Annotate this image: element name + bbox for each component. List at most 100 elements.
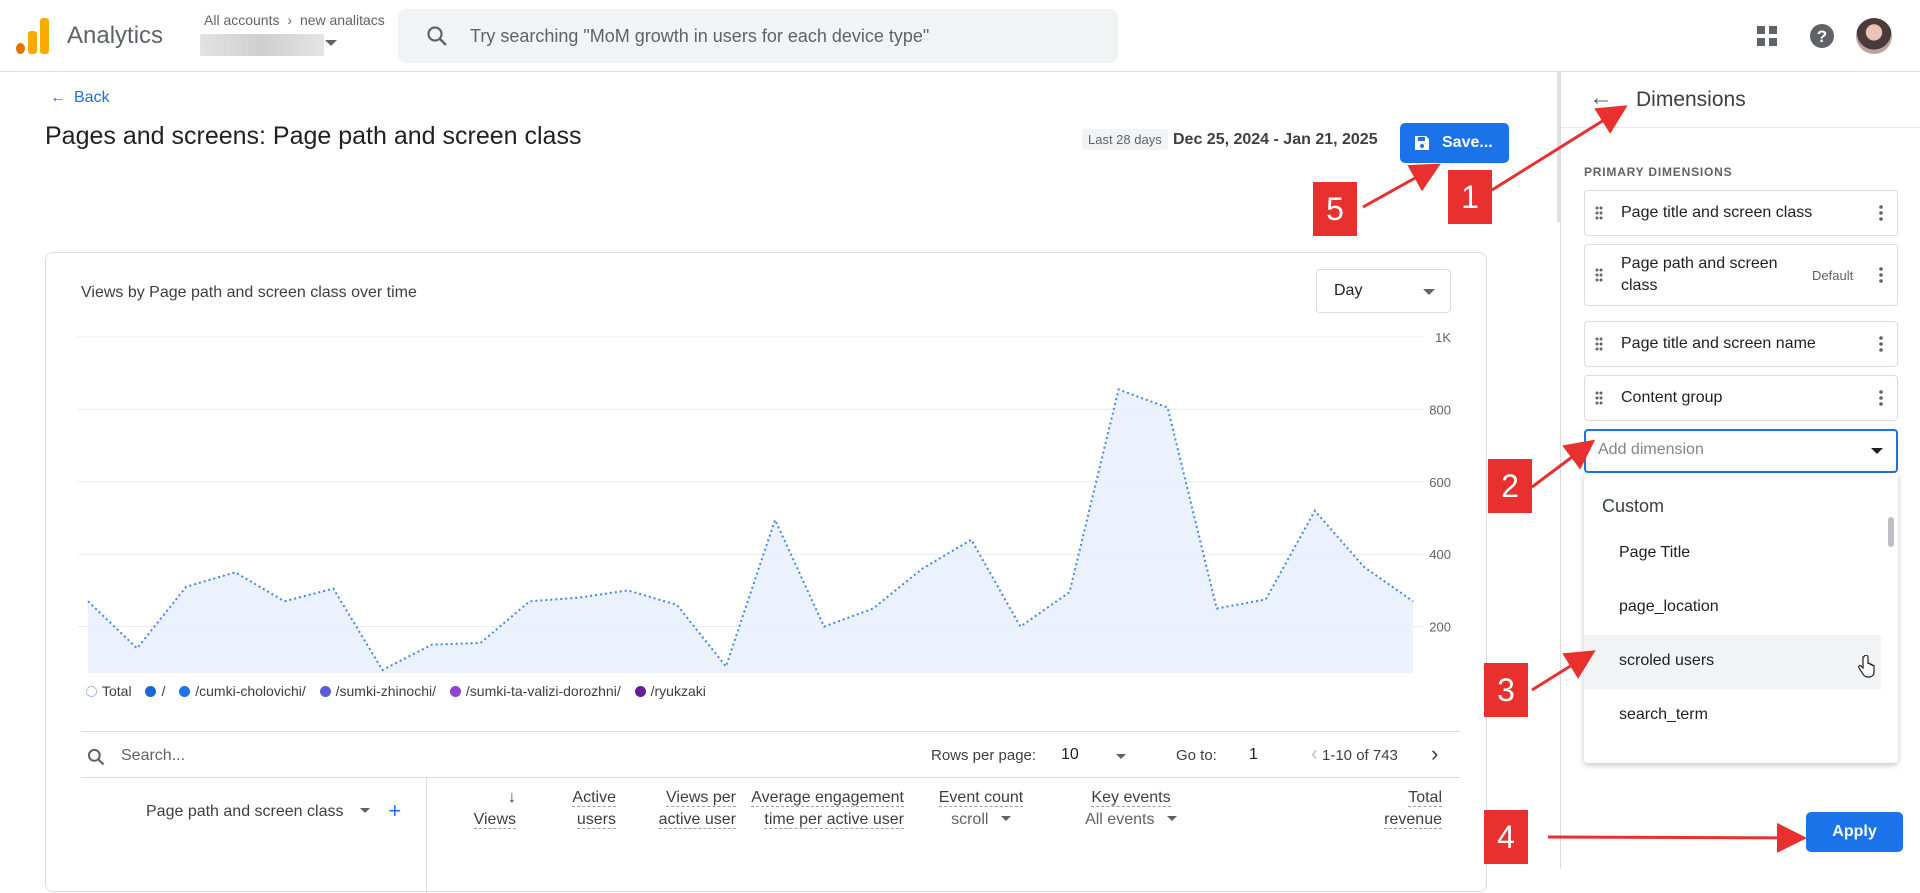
avatar[interactable] bbox=[1856, 18, 1892, 54]
dimension-column-header[interactable]: Page path and screen class + bbox=[146, 798, 401, 824]
table-divider bbox=[81, 731, 1461, 732]
option-label: search_term bbox=[1619, 706, 1708, 723]
date-range[interactable]: Dec 25, 2024 - Jan 21, 2025 bbox=[1173, 131, 1378, 148]
legend-swatch bbox=[179, 686, 191, 697]
granularity-select[interactable]: Day bbox=[1316, 269, 1451, 313]
legend-item-total[interactable]: Total bbox=[86, 683, 132, 699]
dimension-label: Content group bbox=[1621, 389, 1723, 406]
chart-title: Views by Page path and screen class over… bbox=[81, 284, 417, 301]
table-column-divider bbox=[426, 777, 427, 893]
date-preset-chip[interactable]: Last 28 days bbox=[1082, 129, 1168, 150]
column-header-views[interactable]: ↓ Views bbox=[466, 787, 516, 831]
arrow-back-icon[interactable]: ← bbox=[1589, 84, 1613, 111]
dropdown-option[interactable]: scroled users bbox=[1584, 635, 1881, 689]
chevron-down-icon[interactable] bbox=[1000, 816, 1011, 821]
search-input[interactable]: Try searching "MoM growth in users for e… bbox=[470, 26, 930, 46]
apply-button[interactable]: Apply bbox=[1806, 812, 1903, 852]
event-filter-select[interactable]: scroll bbox=[951, 811, 989, 828]
dimension-label: Page title and screen name bbox=[1621, 335, 1816, 352]
legend-item-cumki[interactable]: /cumki-cholovichi/ bbox=[179, 683, 306, 699]
breadcrumb-property[interactable]: new analitacs bbox=[299, 12, 385, 28]
rows-per-page-label: Rows per page: bbox=[931, 747, 1037, 764]
add-dimension-field[interactable] bbox=[1584, 429, 1898, 473]
dimension-header-label[interactable]: Page path and screen class bbox=[146, 803, 344, 820]
dropdown-option[interactable]: Page Title bbox=[1584, 527, 1881, 581]
save-button[interactable]: Save... bbox=[1400, 123, 1509, 163]
column-header-label: active user bbox=[658, 811, 736, 829]
dropdown-option[interactable]: search_term bbox=[1584, 689, 1881, 743]
back-link[interactable]: ← Back bbox=[50, 89, 110, 107]
column-header-total-revenue[interactable]: Total revenue bbox=[1346, 787, 1442, 831]
table-search-input[interactable]: Search... bbox=[121, 747, 186, 764]
dimension-item[interactable]: Page title and screen name bbox=[1584, 321, 1898, 367]
page-title: Pages and screens: Page path and screen … bbox=[45, 122, 582, 150]
pagination-range: 1-10 of 743 bbox=[1322, 747, 1398, 764]
back-label[interactable]: Back bbox=[74, 89, 110, 106]
goto-input[interactable]: 1 bbox=[1249, 746, 1258, 763]
y-tick-label: 1K bbox=[1435, 330, 1451, 345]
legend-item-sumki-ta-valizi[interactable]: /sumki-ta-valizi-dorozhni/ bbox=[449, 683, 621, 699]
dropdown-group-header: Custom bbox=[1602, 496, 1665, 516]
table-divider bbox=[81, 777, 1461, 778]
chevron-down-icon[interactable] bbox=[1116, 754, 1126, 759]
property-selector[interactable] bbox=[200, 34, 324, 56]
rows-per-page-select[interactable]: 10 bbox=[1061, 746, 1079, 763]
dimension-item[interactable]: Content group bbox=[1584, 375, 1898, 421]
top-app-bar: Analytics All accounts › new analitacs T… bbox=[0, 0, 1920, 72]
search-bar[interactable]: Try searching "MoM growth in users for e… bbox=[398, 9, 1118, 63]
chevron-right-icon[interactable]: › bbox=[1431, 741, 1439, 766]
chart-legend: Total / /cumki-cholovichi/ /sumki-zhinoc… bbox=[86, 683, 716, 699]
column-header-event-count[interactable]: Event count scroll bbox=[916, 787, 1046, 831]
drag-handle-icon[interactable] bbox=[1595, 268, 1603, 282]
drag-handle-icon[interactable] bbox=[1595, 337, 1603, 351]
legend-item-root[interactable]: / bbox=[145, 683, 165, 699]
legend-label: /sumki-ta-valizi-dorozhni/ bbox=[465, 683, 621, 699]
dimension-item[interactable]: Page path and screen class Default bbox=[1584, 244, 1898, 306]
column-header-active-users[interactable]: Active users bbox=[546, 787, 616, 831]
column-header-avg-engagement[interactable]: Average engagement time per active user bbox=[726, 787, 904, 831]
more-vert-icon[interactable] bbox=[1879, 336, 1883, 352]
dimension-label: Page title and screen class bbox=[1621, 204, 1813, 221]
section-label: PRIMARY DIMENSIONS bbox=[1584, 165, 1733, 179]
column-header-label: Views per bbox=[666, 789, 736, 807]
legend-label: /cumki-cholovichi/ bbox=[195, 683, 306, 699]
search-icon bbox=[87, 748, 105, 766]
app-title: Analytics bbox=[67, 22, 164, 49]
analytics-logo-icon[interactable] bbox=[16, 18, 50, 54]
step-marker-1: 1 bbox=[1448, 170, 1492, 224]
dropdown-option[interactable]: page_location bbox=[1584, 581, 1881, 635]
add-dimension-input[interactable] bbox=[1598, 441, 1848, 459]
chevron-down-icon[interactable] bbox=[1166, 816, 1177, 821]
more-vert-icon[interactable] bbox=[1879, 390, 1883, 406]
chevron-down-icon[interactable] bbox=[359, 808, 370, 813]
option-label: Page Title bbox=[1619, 544, 1691, 561]
dimension-label: Page path and screen class bbox=[1621, 255, 1778, 294]
account-breadcrumb[interactable]: All accounts › new analitacs bbox=[204, 12, 385, 28]
more-vert-icon[interactable] bbox=[1879, 205, 1883, 221]
report-main: ← Back Pages and screens: Page path and s… bbox=[0, 72, 1560, 893]
legend-swatch bbox=[634, 686, 646, 697]
chevron-down-icon[interactable] bbox=[325, 40, 337, 46]
plus-icon[interactable]: + bbox=[388, 798, 402, 823]
legend-item-sumki-zhinochi[interactable]: /sumki-zhinochi/ bbox=[319, 683, 436, 699]
help-icon[interactable]: ? bbox=[1808, 22, 1836, 50]
dimension-item[interactable]: Page title and screen class bbox=[1584, 190, 1898, 236]
chevron-down-icon[interactable] bbox=[1871, 448, 1883, 454]
series-line-total bbox=[87, 388, 1414, 672]
drag-handle-icon[interactable] bbox=[1595, 391, 1603, 405]
more-vert-icon[interactable] bbox=[1879, 267, 1883, 283]
column-header-views-per-user[interactable]: Views per active user bbox=[626, 787, 736, 831]
y-tick-label: 600 bbox=[1429, 475, 1451, 490]
column-header-label: Event count bbox=[938, 789, 1024, 807]
apps-grid-icon[interactable] bbox=[1755, 24, 1779, 48]
key-events-select[interactable]: All events bbox=[1085, 811, 1155, 828]
dropdown-scrollbar[interactable] bbox=[1888, 517, 1894, 547]
chevron-left-icon[interactable]: ‹ bbox=[1311, 743, 1318, 765]
column-header-key-events[interactable]: Key events All events bbox=[1066, 787, 1196, 831]
chart-card: Views by Page path and screen class over… bbox=[45, 252, 1487, 893]
legend-item-ryukzaki[interactable]: /ryukzaki bbox=[634, 683, 706, 699]
drag-handle-icon[interactable] bbox=[1595, 206, 1603, 220]
series-area-total bbox=[88, 389, 1413, 673]
breadcrumb-root[interactable]: All accounts bbox=[204, 12, 280, 28]
column-header-label: Active bbox=[572, 789, 616, 807]
